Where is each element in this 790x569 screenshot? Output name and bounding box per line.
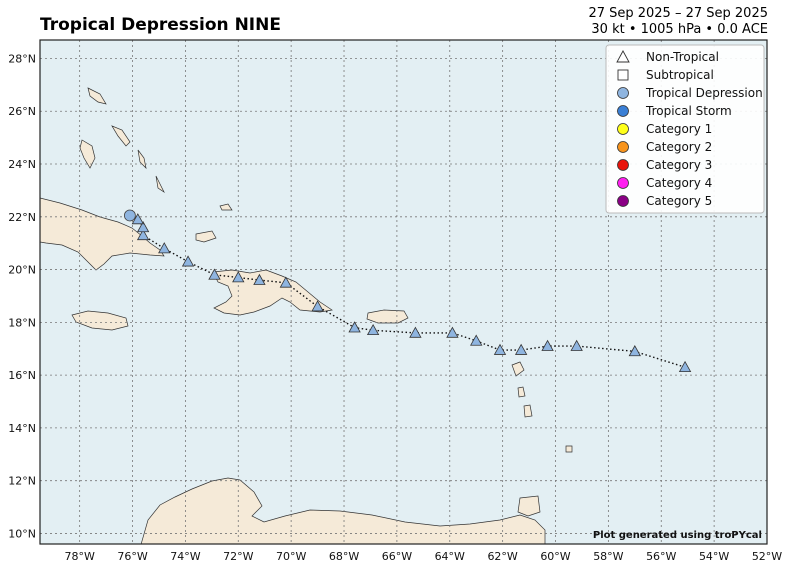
land-trinidad (517, 495, 541, 517)
track-point-triangle (493, 343, 507, 355)
legend-marker (617, 159, 629, 171)
plot-frame (39, 39, 768, 545)
lat-tick-label: 24°N (8, 158, 36, 171)
track-point-triangle (158, 242, 171, 254)
track-point-triangle (470, 334, 483, 346)
track-point-triangle (279, 276, 293, 288)
track-point-triangle (181, 255, 195, 267)
latitude-labels: 10°N 12°N 14°N 16°N 18°N 20°N 22°N 24°N 26°N 28°N (8, 52, 36, 540)
lon-tick-label: 72°W (223, 550, 253, 563)
legend-label: Category 3 (646, 158, 712, 172)
track-line (129, 214, 686, 368)
land-cuba (40, 197, 165, 271)
track-point-triangle (628, 345, 641, 357)
track-point-triangle (253, 273, 266, 285)
land-layer (40, 87, 573, 544)
legend-label: Category 5 (646, 194, 712, 208)
legend-label: Category 4 (646, 176, 712, 190)
land-bahamas-eleuthera (111, 125, 131, 147)
credit-text: Plot generated using troPYcal (593, 530, 762, 541)
lat-tick-label: 22°N (8, 211, 36, 224)
land-puerto-rico (366, 309, 409, 324)
land-bahamas-inagua (195, 230, 217, 243)
lat-tick-label: 26°N (8, 105, 36, 118)
lon-tick-label: 76°W (117, 550, 147, 563)
legend-label: Category 1 (646, 122, 712, 136)
lat-tick-label: 14°N (8, 422, 36, 435)
legend-label: Tropical Storm (645, 104, 732, 118)
legend-marker (617, 105, 629, 117)
lat-tick-label: 12°N (8, 475, 36, 488)
legend-marker (617, 87, 629, 99)
track-point-triangle (136, 228, 150, 241)
land-martinique (523, 404, 533, 418)
lon-tick-label: 54°W (699, 550, 729, 563)
legend-label: Category 2 (646, 140, 712, 154)
lat-tick-label: 18°N (8, 316, 36, 329)
legend-marker (616, 50, 630, 63)
track-point-triangle (208, 268, 221, 280)
legend-label: Subtropical (646, 68, 714, 82)
lon-tick-label: 52°W (752, 550, 782, 563)
lat-tick-label: 20°N (8, 264, 36, 277)
land-bahamas-cat (137, 149, 147, 170)
legend-marker (617, 69, 629, 81)
lon-tick-label: 60°W (540, 550, 570, 563)
legend-marker (617, 195, 629, 207)
date-range: 27 Sep 2025 – 27 Sep 2025 (588, 6, 768, 21)
track-path (129, 214, 686, 368)
land-turks-caicos (219, 203, 233, 211)
map-subtitle: 27 Sep 2025 – 27 Sep 2025 30 kt • 1005 h… (588, 6, 768, 38)
track-point-triangle (678, 360, 692, 373)
legend-marker (617, 123, 629, 135)
legend-label: Tropical Depression (645, 86, 763, 100)
track-point-triangle (570, 339, 583, 351)
legend-marker (617, 141, 629, 153)
track-point-circle (123, 209, 136, 222)
legend-items: Non-Tropical Subtropical Tropical Depressi… (616, 50, 763, 208)
land-dominica (517, 386, 526, 398)
track-points (123, 209, 692, 373)
land-bahamas-abaco (87, 87, 107, 105)
legend: Non-Tropical Subtropical Tropical Depressi… (605, 44, 765, 214)
lon-tick-label: 64°W (435, 550, 465, 563)
lon-tick-label: 70°W (276, 550, 306, 563)
longitude-labels: 78°W 76°W 74°W 72°W 70°W 68°W 66°W 64°W 62°W 60°W… (64, 550, 782, 563)
track-point-triangle (541, 339, 554, 351)
map-title: Tropical Depression NINE (40, 15, 281, 35)
track-point-triangle (131, 213, 144, 225)
lon-tick-label: 68°W (329, 550, 359, 563)
track-point-triangle (311, 300, 324, 312)
lat-tick-label: 16°N (8, 369, 36, 382)
lon-tick-label: 74°W (170, 550, 200, 563)
track-point-triangle (409, 326, 422, 338)
track-point-triangle (348, 321, 361, 333)
legend-label: Non-Tropical (646, 50, 719, 64)
track-point-triangle (366, 323, 380, 336)
legend-marker (617, 177, 629, 189)
lon-tick-label: 56°W (646, 550, 676, 563)
track-point-triangle (136, 221, 150, 233)
track-point-triangle (232, 271, 245, 283)
track-point-triangle (446, 326, 459, 338)
lon-tick-label: 62°W (487, 550, 517, 563)
lat-tick-label: 28°N (8, 52, 36, 65)
land-bahamas-long (155, 175, 165, 194)
land-guadeloupe (511, 361, 525, 377)
land-jamaica (71, 310, 129, 331)
storm-stats: 30 kt • 1005 hPa • 0.0 ACE (591, 22, 768, 37)
lon-tick-label: 66°W (382, 550, 412, 563)
land-bahamas-andros (79, 139, 96, 169)
land-south-america (140, 477, 546, 544)
land-barbados (565, 445, 573, 453)
track-point-triangle (514, 343, 528, 355)
lon-tick-label: 58°W (593, 550, 623, 563)
legend-box (605, 44, 765, 214)
lat-tick-label: 10°N (8, 527, 36, 540)
lon-tick-label: 78°W (64, 550, 94, 563)
